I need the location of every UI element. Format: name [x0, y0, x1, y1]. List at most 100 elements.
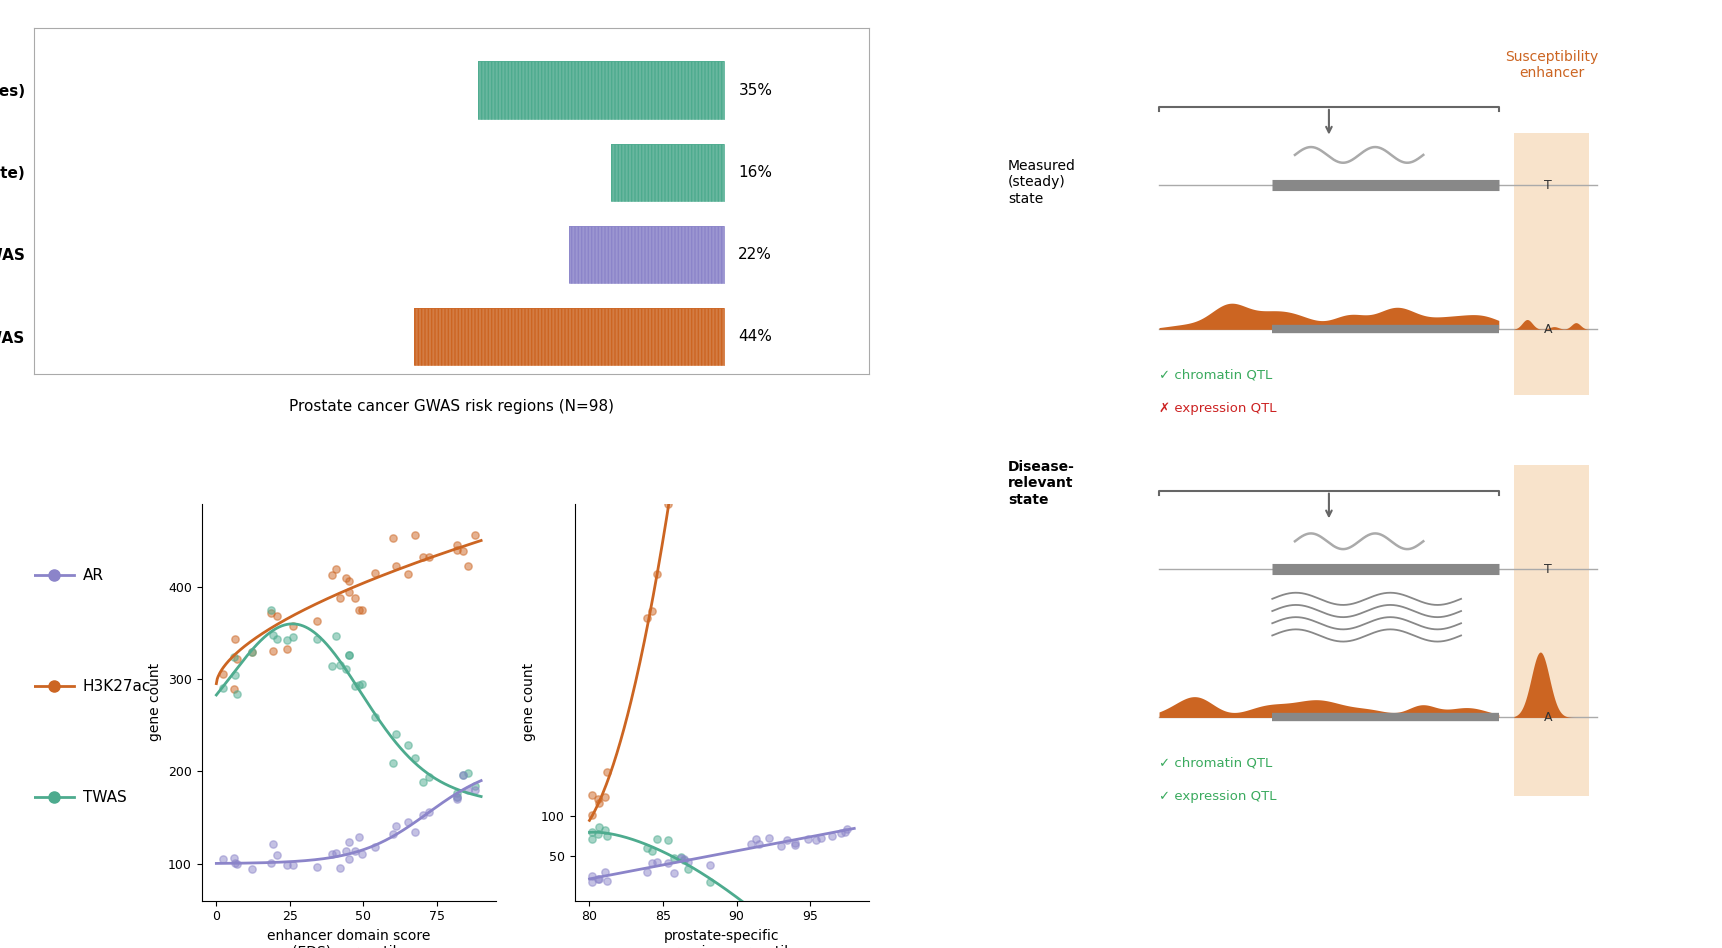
Point: [348, 603, 375, 618]
Point: [746, 836, 773, 851]
Point: [634, 611, 661, 626]
Text: T: T: [1545, 179, 1552, 191]
Point: [344, 603, 372, 618]
Point: [274, 642, 301, 657]
Point: [579, 874, 606, 889]
Point: [746, 913, 773, 928]
Point: [303, 613, 331, 629]
Point: [336, 574, 363, 589]
Bar: [477, 62, 723, 118]
Point: [818, 829, 846, 844]
Text: AR: AR: [83, 568, 103, 582]
Point: [257, 605, 284, 620]
Point: [585, 795, 613, 811]
Point: [220, 682, 248, 697]
Bar: [1514, 133, 1589, 394]
Point: [401, 825, 429, 840]
Point: [258, 836, 286, 851]
Point: [410, 549, 437, 564]
Point: [263, 631, 291, 647]
Text: A: A: [1543, 323, 1552, 336]
Point: [341, 590, 369, 605]
Text: H3K27ac: H3K27ac: [83, 679, 152, 694]
Bar: [1514, 465, 1589, 796]
Point: [263, 848, 291, 863]
Text: ✓ chromatin QTL: ✓ chromatin QTL: [1159, 757, 1273, 770]
Point: [274, 632, 301, 647]
Text: T: T: [1545, 563, 1552, 575]
Point: [443, 789, 470, 804]
Title: Prostate cancer GWAS risk regions (N=98): Prostate cancer GWAS risk regions (N=98): [289, 399, 615, 414]
Point: [258, 628, 286, 643]
Point: [794, 935, 821, 948]
X-axis label: enhancer domain score
(EDS) percentile: enhancer domain score (EDS) percentile: [267, 929, 430, 948]
Point: [668, 850, 696, 866]
Point: [238, 644, 265, 659]
Point: [675, 861, 703, 876]
Point: [579, 868, 606, 884]
Point: [220, 649, 248, 665]
Point: [322, 629, 350, 644]
Point: [327, 591, 355, 606]
Point: [381, 755, 408, 770]
Point: [279, 629, 307, 645]
Point: [401, 527, 429, 542]
Point: [336, 834, 363, 849]
Point: [344, 830, 372, 845]
Point: [257, 603, 284, 618]
Point: [833, 822, 861, 837]
Point: [443, 543, 470, 558]
Point: [362, 709, 389, 724]
Point: [455, 766, 482, 781]
Y-axis label: gene count: gene count: [148, 663, 162, 741]
Point: [443, 786, 470, 801]
Point: [660, 866, 687, 881]
Point: [584, 827, 611, 842]
Point: [461, 783, 489, 798]
Point: [737, 836, 765, 851]
Point: [455, 558, 482, 574]
Point: [362, 565, 389, 580]
Bar: [568, 226, 723, 283]
Text: ✓ expression QTL: ✓ expression QTL: [1159, 790, 1276, 803]
Point: [220, 850, 248, 866]
Point: [827, 826, 854, 841]
Point: [639, 843, 666, 858]
Point: [670, 852, 697, 867]
Point: [319, 847, 346, 862]
Text: 35%: 35%: [739, 82, 773, 98]
Point: [415, 770, 443, 785]
Point: [394, 737, 422, 752]
Text: 22%: 22%: [739, 247, 771, 262]
Point: [410, 808, 437, 823]
Point: [401, 750, 429, 765]
Point: [257, 855, 284, 870]
Point: [773, 932, 801, 947]
Point: [742, 919, 770, 934]
Point: [382, 818, 410, 833]
Point: [782, 934, 809, 948]
Point: [258, 644, 286, 659]
Point: [592, 874, 620, 889]
Point: [443, 791, 470, 806]
Point: [461, 527, 489, 542]
Point: [591, 790, 618, 805]
Point: [675, 378, 703, 393]
Point: [322, 846, 350, 861]
Point: [766, 919, 794, 934]
Point: [802, 832, 830, 848]
Point: [579, 808, 606, 823]
Point: [238, 645, 265, 660]
Point: [362, 840, 389, 855]
Point: [222, 856, 250, 871]
Point: [584, 871, 611, 886]
Point: [639, 856, 666, 871]
Point: [585, 871, 613, 886]
Point: [639, 603, 666, 618]
Point: [737, 903, 765, 919]
Text: 16%: 16%: [739, 165, 773, 180]
Point: [332, 662, 360, 677]
Point: [332, 843, 360, 858]
Point: [696, 184, 723, 199]
Point: [341, 679, 369, 694]
